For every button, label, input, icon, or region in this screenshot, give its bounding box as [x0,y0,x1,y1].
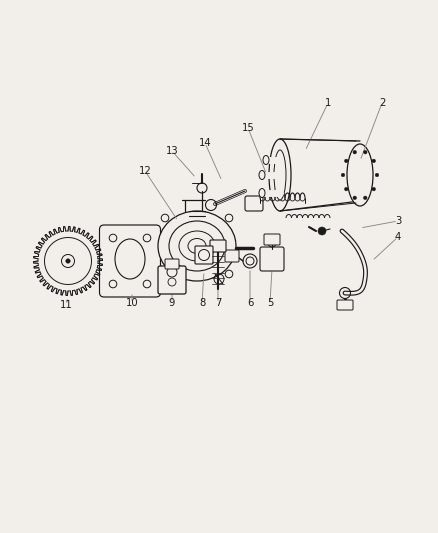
Circle shape [352,150,356,154]
Ellipse shape [346,144,372,206]
Circle shape [352,196,356,200]
Text: 9: 9 [169,298,175,308]
Text: 14: 14 [198,138,211,148]
FancyBboxPatch shape [263,234,279,245]
Text: 4: 4 [394,232,400,242]
Text: 1: 1 [324,98,330,108]
Ellipse shape [258,171,265,180]
Circle shape [374,173,378,177]
Ellipse shape [179,231,215,261]
Ellipse shape [169,221,225,271]
Text: 12: 12 [138,166,151,176]
Ellipse shape [158,211,236,281]
FancyBboxPatch shape [194,246,212,264]
Text: 7: 7 [214,298,221,308]
Ellipse shape [262,156,268,165]
Circle shape [317,227,325,235]
Text: 10: 10 [125,298,138,308]
Text: 6: 6 [246,298,253,308]
FancyBboxPatch shape [158,266,186,294]
Text: 11: 11 [60,300,72,310]
FancyBboxPatch shape [244,196,262,211]
Circle shape [371,159,374,163]
Text: 3: 3 [394,216,400,226]
Ellipse shape [258,189,265,198]
Text: 2: 2 [378,98,384,108]
Text: 5: 5 [266,298,272,308]
Text: 13: 13 [165,146,178,156]
Circle shape [371,187,374,191]
Text: 8: 8 [198,298,205,308]
Circle shape [344,187,347,191]
Circle shape [344,159,347,163]
Ellipse shape [268,139,290,211]
Circle shape [363,150,366,154]
Circle shape [66,259,70,263]
FancyBboxPatch shape [259,247,283,271]
Circle shape [363,196,366,200]
FancyBboxPatch shape [165,259,179,269]
FancyBboxPatch shape [336,300,352,310]
Ellipse shape [187,238,205,254]
Text: 15: 15 [241,123,254,133]
Ellipse shape [273,150,285,200]
FancyBboxPatch shape [225,250,238,262]
FancyBboxPatch shape [209,240,226,252]
Circle shape [340,173,344,177]
